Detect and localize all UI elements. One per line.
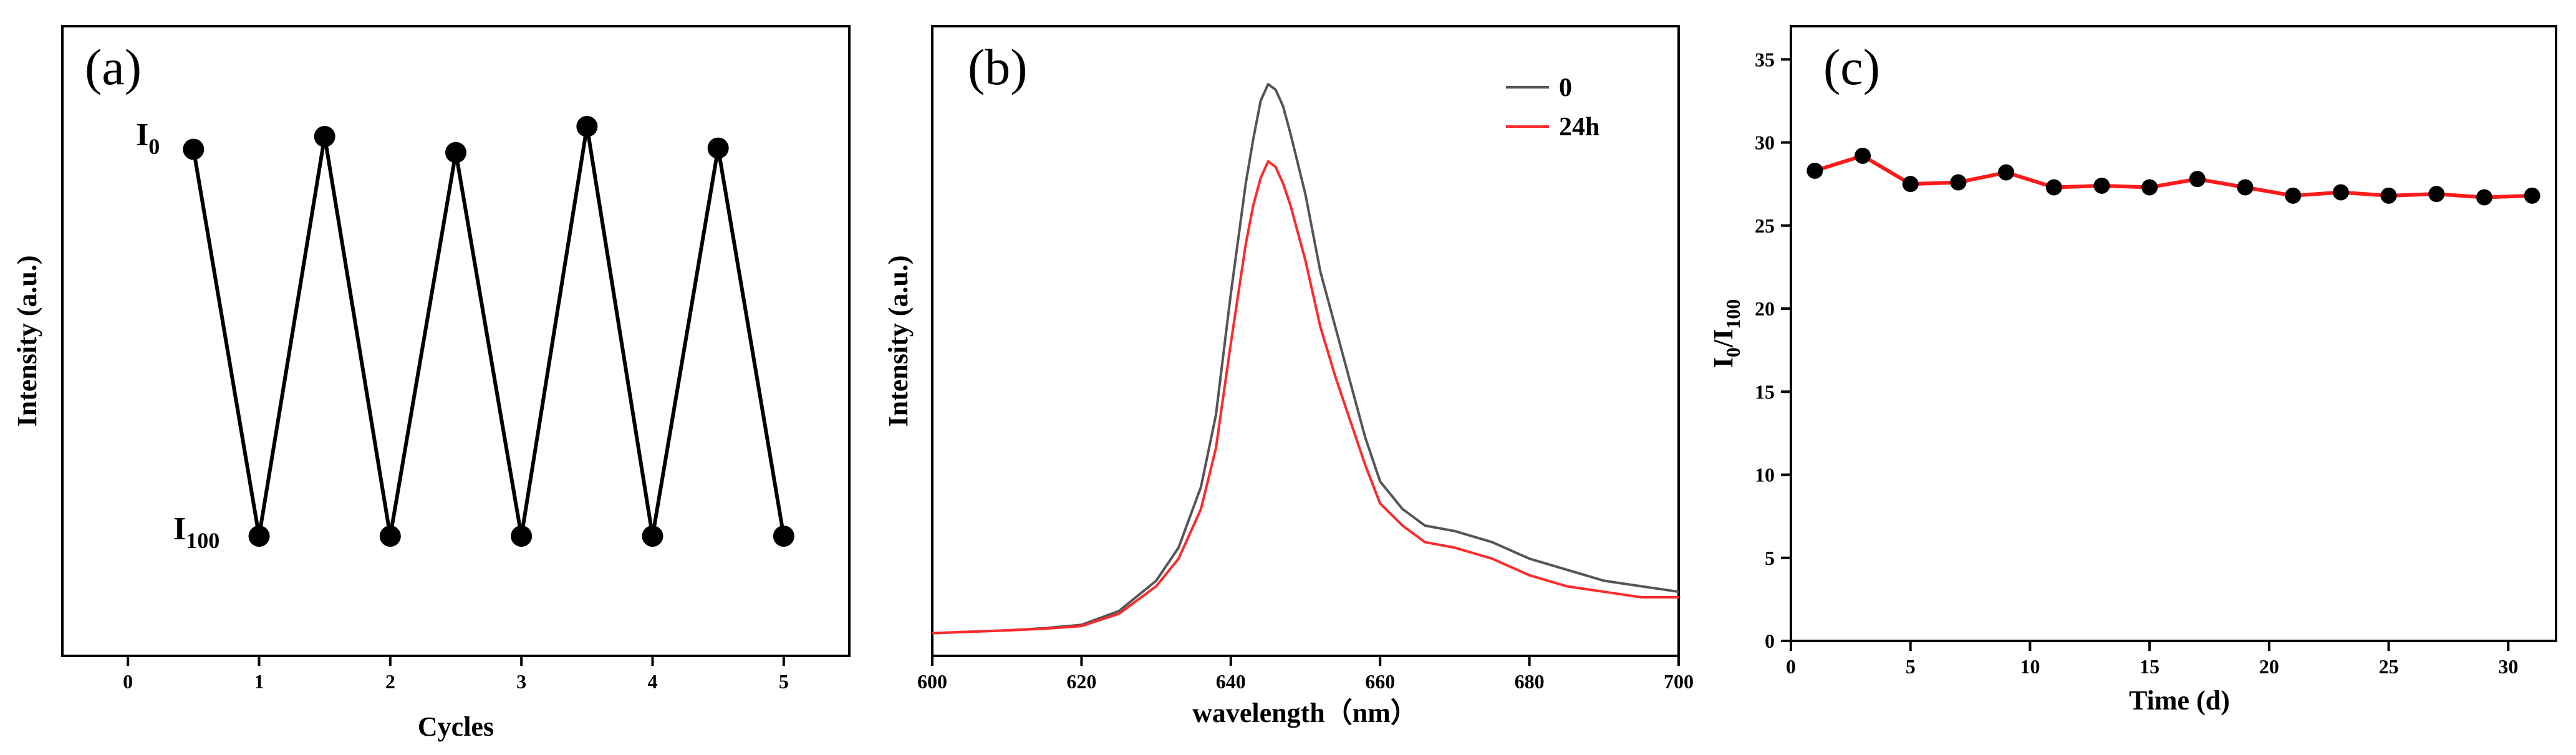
panel-c-point [2524,187,2540,204]
panel-c-ticks: 0 5 10 15 20 25 30 0 5 10 15 20 25 30 35 [1755,48,2518,678]
panel-c-y-tick-label: 5 [1765,547,1775,569]
panel-c-x-tick-label: 10 [2020,655,2040,678]
panel-a-point [511,526,533,547]
panel-a-x-tick-label: 1 [254,670,264,693]
panel-b-y-axis-title: Intensity (a.u.) [883,255,914,426]
panel-c-x-tick-label: 30 [2498,655,2518,678]
panel-c-y-axis-title: I0/I100 [1708,299,1744,368]
panel-a-x-tick-label: 5 [779,670,789,693]
panel-a-x-axis-title: Cycles [418,711,494,742]
panel-c-x-tick-label: 0 [1786,655,1796,678]
panel-b-label: (b) [968,39,1028,95]
panel-c-y-tick-label: 30 [1755,132,1775,154]
panel-c-x-tick-label: 25 [2379,655,2399,678]
panel-b-x-axis-title: wavelength（nm） [1192,698,1418,728]
panel-c-point [2332,184,2349,201]
panel-c-x-tick-label: 5 [1906,655,1916,678]
panel-c-x-tick-label: 20 [2259,655,2279,678]
panel-b-legend: 0 24h [1506,74,1599,142]
panel-c-point [1902,176,1919,193]
panel-c-series-line [1814,153,2532,200]
panel-b-series [932,83,1679,635]
panel-c-y-tick-label: 0 [1765,630,1775,652]
panel-b-x-tick-label: 620 [1066,670,1096,693]
panel-c-point [2045,179,2062,196]
panel-b-x-tick-label: 700 [1664,670,1694,693]
panel-a-point [642,526,663,547]
panel-c-point [1998,164,2015,181]
panel-b-x-tick-label: 680 [1515,670,1545,693]
panel-b-x-tick-label: 600 [917,670,947,693]
panel-a: (a) 0 1 2 3 4 5 Cycles Intensity (a.u.) I0 I1… [12,25,851,742]
panel-a-x-tick-label: 3 [516,670,526,693]
panel-c-y-tick-label: 35 [1755,48,1775,70]
panel-c-y-tick-label: 20 [1755,297,1775,320]
legend-label-24h: 24h [1559,113,1599,142]
panel-a-x-tick-label: 0 [123,670,133,693]
panel-a-point [707,137,729,159]
panel-b-x-tick-label: 660 [1365,670,1395,693]
panel-c-point [2476,189,2492,206]
panel-b-x-tick-label: 640 [1216,670,1246,693]
panel-c-y-tick-label: 10 [1755,464,1775,486]
panel-c-label: (c) [1823,39,1880,95]
panel-c-point [2237,179,2254,196]
panel-c-point [2285,187,2302,204]
panel-a-series [183,115,794,547]
panel-c-point [1950,174,1967,191]
panel-c-point [2380,187,2397,204]
panel-a-point [773,526,794,547]
panel-a-label: (a) [85,39,142,95]
panel-c-y-tick-label: 15 [1755,380,1775,403]
panel-c-point [2093,177,2110,194]
panel-c-x-tick-label: 15 [2139,655,2159,678]
panel-c-point [2189,171,2206,188]
panel-b-x-ticks: 600 620 640 660 680 700 [917,656,1694,693]
panel-a-series-line [191,126,786,537]
panel-a-x-tick-label: 4 [648,670,658,693]
panel-b-series-0 [932,83,1679,635]
panel-a-point [576,115,598,137]
panel-b-series-24h [932,160,1679,635]
panel-c-point [2428,186,2445,203]
panel-a-frame [61,25,851,657]
panel-c-frame [1790,25,2557,642]
panel-a-point [248,526,270,547]
panel-c-point [1807,162,1823,179]
panel-b: (b) 600 620 640 660 680 700 wavelength（nm） In… [883,25,1694,728]
panel-a-point [445,142,466,163]
panel-c-y-tick-label: 25 [1755,214,1775,237]
panel-a-point [314,125,335,147]
panel-c-point [2141,179,2158,196]
legend-label-0: 0 [1559,74,1572,102]
panel-a-point [379,526,401,547]
panel-c-series [1807,147,2540,206]
panel-a-x-tick-label: 2 [385,670,395,693]
panel-a-level-high: I0 [136,117,160,159]
panel-b-frame [931,25,1680,657]
panel-a-point [183,138,205,160]
panel-c-x-axis-title: Time (d) [2129,685,2230,716]
panel-a-x-ticks: 0 1 2 3 4 5 [123,656,789,693]
panel-c-point [1855,147,1871,164]
panel-a-level-low: I100 [173,511,219,553]
panel-a-y-axis-title: Intensity (a.u.) [12,255,42,426]
